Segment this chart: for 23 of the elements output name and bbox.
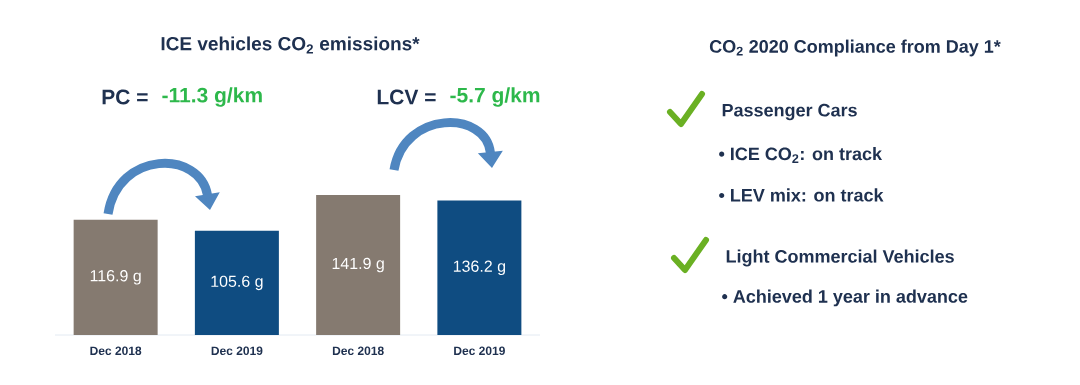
bar (437, 200, 522, 335)
text: Light Commercial Vehicles (726, 249, 954, 267)
x-tick-label: Dec 2018 (90, 346, 142, 356)
text: • LEV mix: on track (719, 188, 884, 202)
x-tick-label: Dec 2019 (211, 346, 263, 356)
text: • Achieved 1 year in advance (722, 289, 968, 307)
data-label: 116.9 g (90, 270, 141, 285)
x-tick-label: Dec 2018 (332, 346, 384, 356)
text: Passenger Cars (722, 103, 857, 121)
data-label: 105.6 g (211, 275, 263, 291)
text: CO$_{2}$ 2020 Compliance from Day 1* (709, 39, 1001, 57)
text: -11.3 g/km (162, 87, 262, 107)
bar (316, 194, 401, 335)
data-label: 136.2 g (453, 260, 506, 276)
x-tick-label: Dec 2019 (454, 346, 505, 356)
text: -5.7 g/km (450, 87, 540, 107)
text: PC = (102, 89, 148, 105)
text: • ICE CO$_{2}$: on track (719, 147, 883, 163)
bar (194, 230, 279, 335)
data-label: 141.9 g (332, 257, 384, 273)
bar (73, 219, 158, 335)
chart-title: ICE vehicles CO$_{2}$ emissions* (161, 36, 420, 54)
text: LCV = (377, 89, 436, 105)
